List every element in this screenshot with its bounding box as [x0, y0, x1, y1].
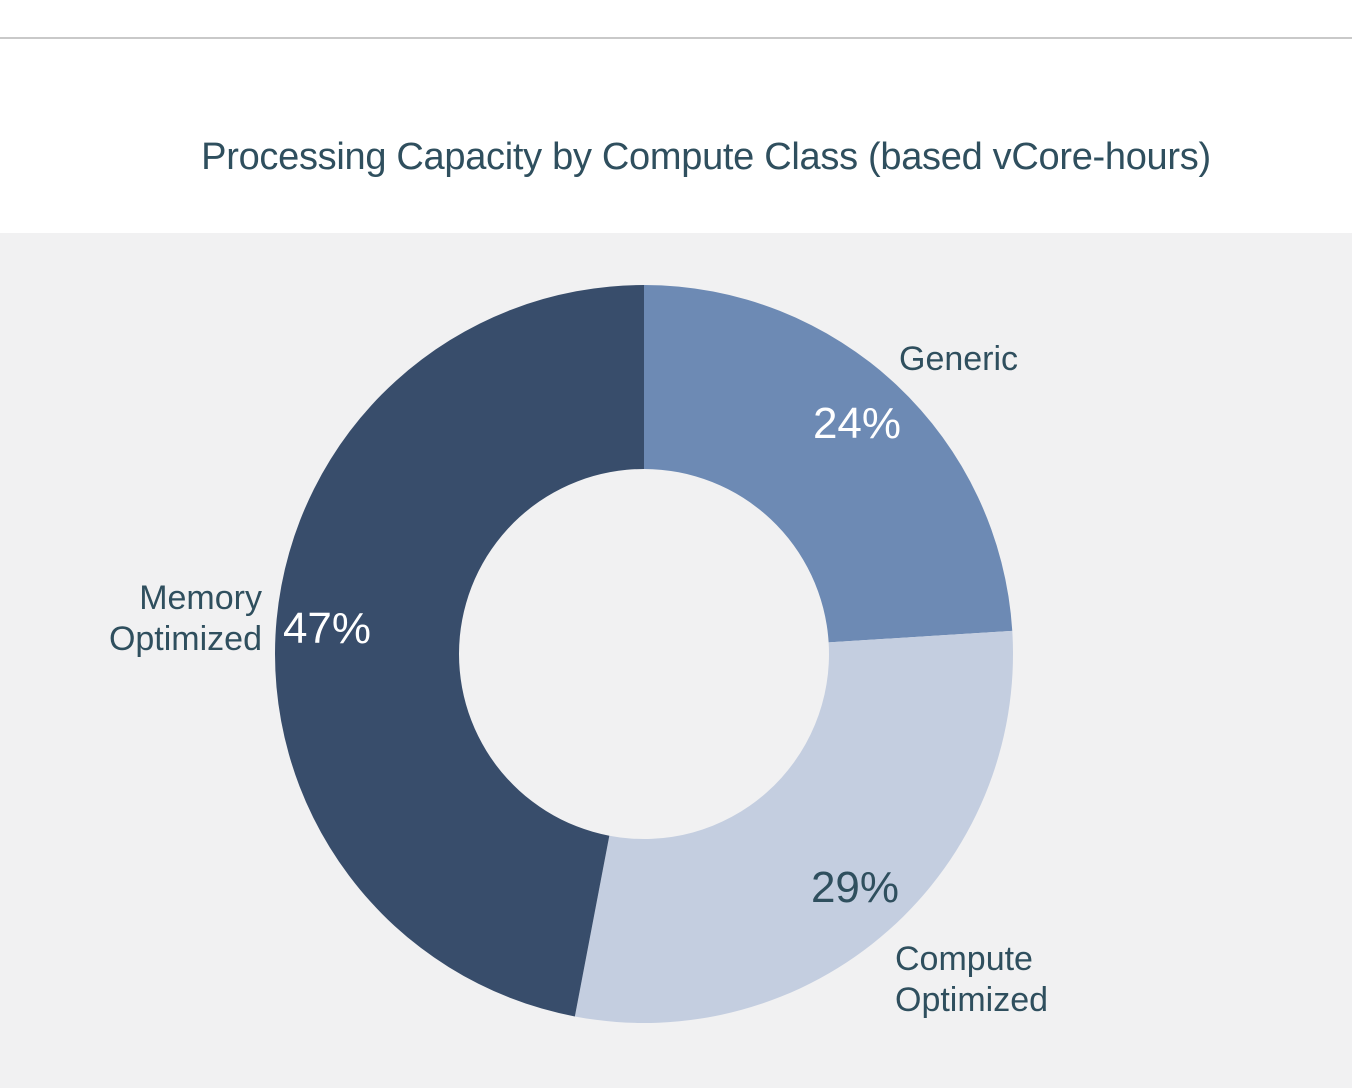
donut-slice	[574, 630, 1013, 1023]
slice-category-label: Optimized	[895, 981, 1048, 1019]
slice-category-label: Memory	[139, 579, 262, 617]
slice-category-label: Optimized	[109, 620, 262, 658]
slice-category-label: Compute	[895, 940, 1033, 978]
slice-category-label: Generic	[899, 340, 1018, 378]
donut-slice	[274, 285, 644, 1017]
slice-value-label: 47%	[283, 604, 371, 653]
slice-value-label: 29%	[811, 863, 899, 912]
chart-title: Processing Capacity by Compute Class (ba…	[201, 136, 1211, 178]
top-divider	[0, 37, 1352, 39]
slice-value-label: 24%	[813, 399, 901, 448]
donut-slice	[644, 285, 1013, 643]
